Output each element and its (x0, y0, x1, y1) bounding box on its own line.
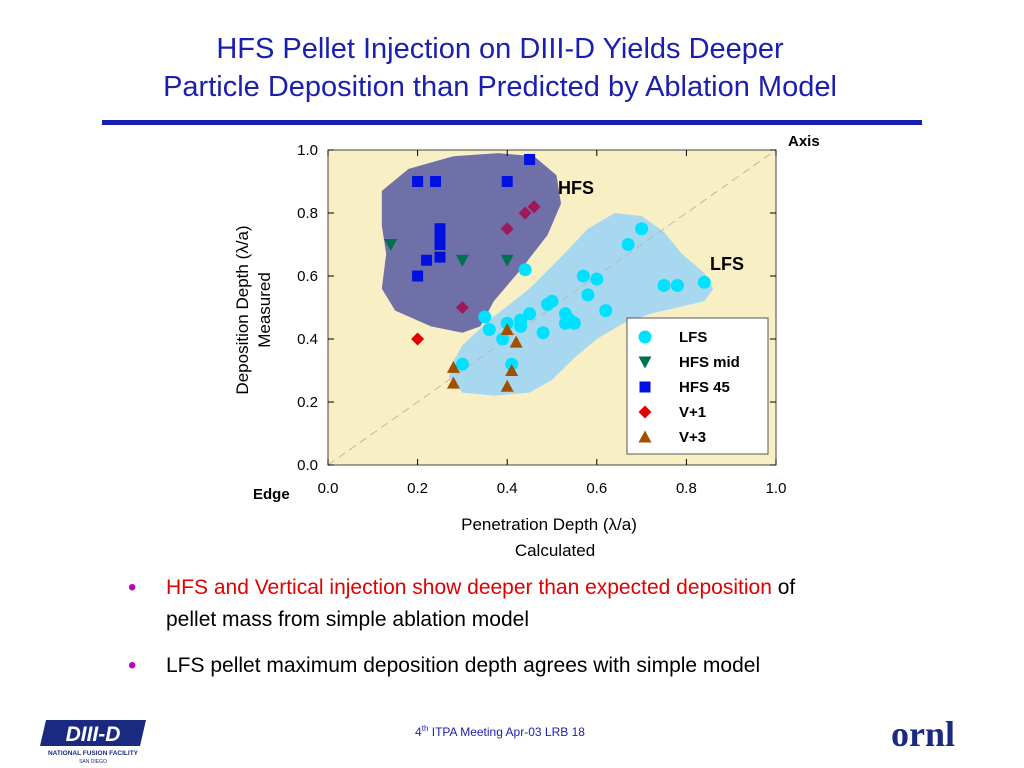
title-divider (102, 120, 922, 125)
legend-marker-lfs (638, 330, 652, 344)
legend-marker-v-3 (638, 430, 652, 443)
data-point-hfs-45 (524, 153, 536, 165)
data-point-lfs (536, 326, 550, 340)
legend-marker-hfs-45 (639, 381, 651, 393)
data-point-v-3 (505, 364, 519, 376)
data-point-hfs-45 (430, 176, 442, 187)
data-point-lfs (541, 297, 555, 311)
legend-label-v-3: V+3 (679, 429, 706, 446)
data-point-lfs (581, 288, 595, 302)
x-tick-label: 1.0 (766, 480, 787, 497)
data-point-hfs-45 (412, 270, 424, 282)
data-point-hfs-45 (434, 251, 446, 263)
data-point-v-3 (446, 376, 460, 389)
data-point-hfs-mid (455, 254, 469, 267)
data-point-hfs-45 (421, 254, 433, 266)
lfs-region-label: LFS (710, 254, 744, 274)
bullet-text-line2: pellet mass from simple ablation model (166, 608, 529, 631)
data-point-hfs-45 (434, 239, 446, 250)
data-point-hfs-45 (434, 223, 446, 235)
data-point-hfs-45 (501, 176, 513, 187)
x-tick-label: 0.2 (407, 480, 428, 497)
data-point-lfs (567, 316, 581, 330)
title-line-2: Particle Deposition than Predicted by Ab… (163, 71, 837, 103)
logo-main-text: DIII-D (66, 723, 121, 746)
data-point-lfs (599, 304, 613, 318)
data-point-unlabeled (518, 206, 532, 220)
data-point-hfs-45 (412, 176, 424, 187)
legend-label-v-1: V+1 (679, 404, 706, 421)
data-point-v-3 (500, 379, 514, 392)
data-point-lfs (635, 222, 649, 236)
y-tick-label: 0.8 (297, 205, 318, 222)
data-point-lfs (482, 323, 496, 337)
legend-label-lfs: LFS (679, 329, 707, 346)
footer-ordinal: th (421, 724, 429, 733)
bullet-text-tail: of (771, 576, 796, 599)
x-axis-label-line-2: Calculated (515, 541, 595, 560)
title-line-1: HFS Pellet Injection on DIII-D Yields De… (216, 33, 784, 65)
data-point-lfs (621, 238, 635, 251)
footer: 4th ITPA Meeting Apr-03 LRB 18 (0, 724, 1000, 739)
region-hfs (381, 153, 561, 333)
hfs-region-label: HFS (558, 178, 594, 198)
x-tick-label: 0.0 (318, 480, 339, 497)
x-tick-label: 0.8 (676, 480, 697, 497)
x-tick-label: 0.6 (586, 480, 607, 497)
edge-annotation: Edge (253, 486, 290, 503)
data-point-lfs (455, 357, 469, 371)
y-tick-label: 1.0 (297, 142, 318, 159)
data-point-hfs-45 (434, 229, 446, 241)
legend-label-hfs-mid: HFS mid (679, 354, 740, 371)
logo-sub-text-2: SAN DIEGO (79, 759, 107, 765)
y-axis-label-line-2: Measured (255, 272, 274, 348)
ornl-logo: ornl (891, 714, 955, 754)
axis-annotation: Axis (788, 133, 820, 150)
data-point-lfs (697, 275, 711, 289)
scatter-chart: 0.0 0.2 0.4 0.6 0.8 1.0 0.0 0.2 0.4 0.6 0.8 1.0 LFS… (233, 133, 820, 560)
y-tick-label: 0.6 (297, 268, 318, 285)
logo-sub-text-1: NATIONAL FUSION FACILITY (48, 750, 139, 757)
data-point-v-3 (500, 323, 514, 336)
y-tick-label: 0.4 (297, 331, 318, 348)
y-tick-label: 0.0 (297, 457, 318, 474)
data-point-lfs (496, 332, 510, 346)
data-point-lfs (657, 278, 671, 292)
ornl-logo-text: ornl (891, 714, 955, 754)
data-point-lfs (478, 310, 492, 324)
region-lfs (449, 213, 714, 396)
x-axis-label-line-1: Penetration Depth (λ/a) (461, 515, 637, 534)
footer-number: 4 (415, 725, 422, 739)
legend-marker-v-1 (638, 405, 652, 419)
data-point-v-3 (446, 360, 460, 373)
legend-label-hfs-45: HFS 45 (679, 379, 730, 396)
data-point-unlabeled (500, 222, 514, 236)
y-tick-label: 0.2 (297, 394, 318, 411)
bullet-highlight: HFS and Vertical injection show deeper t… (166, 576, 772, 599)
data-point-v-3 (509, 335, 523, 348)
data-point-lfs (670, 278, 684, 292)
data-point-lfs (558, 307, 572, 321)
bullet-list: • HFS and Vertical injection show deeper… (128, 572, 948, 696)
data-point-lfs (576, 269, 590, 283)
bullet-item: • HFS and Vertical injection show deeper… (128, 572, 948, 636)
data-point-unlabeled (527, 200, 541, 214)
footer-text: ITPA Meeting Apr-03 LRB 18 (428, 725, 585, 739)
y-axis-label-line-1: Deposition Depth (λ/a) (233, 225, 252, 394)
bullet-dot-icon: • (128, 574, 137, 601)
data-point-lfs (590, 272, 604, 286)
slide-title: HFS Pellet Injection on DIII-D Yields De… (0, 30, 1000, 106)
legend-marker-hfs-mid (638, 356, 652, 369)
data-point-lfs (514, 319, 528, 333)
bullet-text: LFS pellet maximum deposition depth agre… (166, 654, 761, 677)
data-point-hfs-mid (384, 239, 398, 251)
x-tick-label: 0.4 (497, 480, 518, 497)
data-point-unlabeled (455, 301, 469, 314)
data-point-lfs (518, 263, 532, 277)
diii-d-logo: DIII-D NATIONAL FUSION FACILITY SAN DIEG… (40, 720, 146, 765)
data-point-v-1 (411, 332, 425, 346)
bullet-item: • LFS pellet maximum deposition depth ag… (128, 650, 948, 682)
bullet-dot-icon: • (128, 652, 137, 679)
data-point-hfs-mid (500, 254, 514, 267)
